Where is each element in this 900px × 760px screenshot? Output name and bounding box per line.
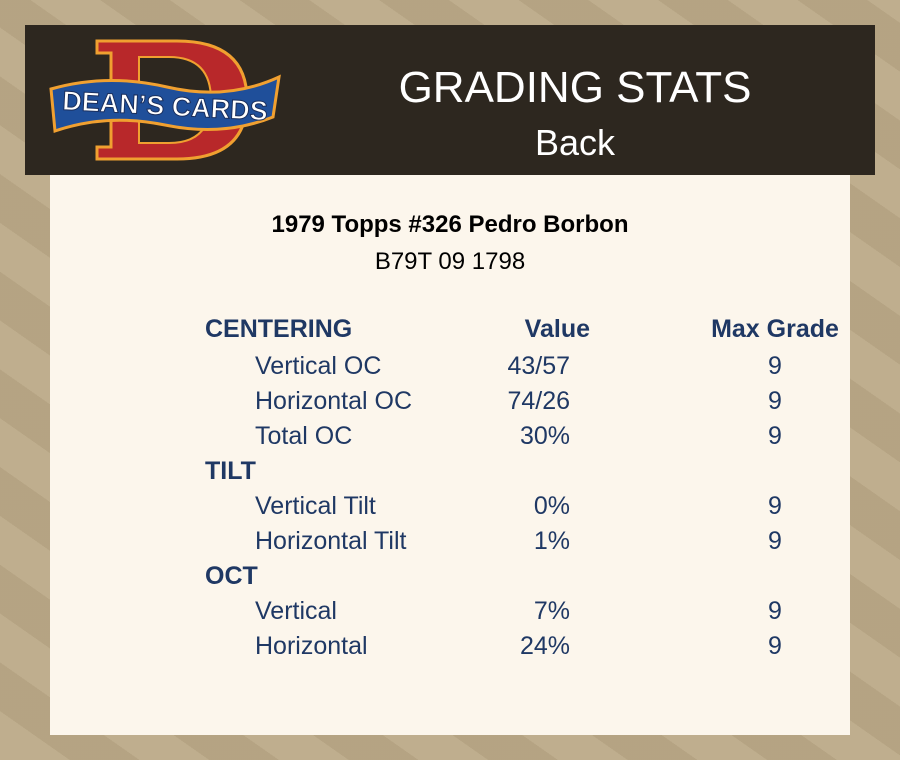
stat-value: 24%: [519, 632, 570, 660]
stat-max-grade: 9: [768, 597, 782, 625]
section-header-oct: OCT: [50, 562, 850, 597]
stat-label: Vertical Tilt: [255, 492, 376, 520]
stat-value: 1%: [533, 527, 570, 555]
stat-value: 43/57: [507, 352, 570, 380]
stats-panel: 1979 Topps #326 Pedro Borbon B79T 09 179…: [50, 175, 850, 735]
stat-label: Horizontal: [255, 632, 368, 660]
section-label: OCT: [205, 562, 258, 590]
stat-row: Total OC 30% 9: [50, 422, 850, 457]
stat-max-grade: 9: [768, 632, 782, 660]
page-subtitle: Back: [534, 122, 616, 163]
stat-value: 74/26: [507, 387, 570, 415]
stat-label: Total OC: [255, 422, 353, 450]
section-header-tilt: TILT: [50, 457, 850, 492]
stat-label: Horizontal OC: [255, 387, 412, 415]
stat-row: Vertical OC 43/57 9: [50, 352, 850, 387]
section-label: CENTERING: [205, 315, 353, 343]
stat-value: 7%: [533, 597, 570, 625]
stat-label: Vertical: [255, 597, 337, 625]
card-title: 1979 Topps #326 Pedro Borbon: [271, 211, 629, 238]
page-title: GRADING STATS: [398, 63, 752, 112]
section-header-centering: CENTERING Value Max Grade: [50, 315, 850, 350]
stat-max-grade: 9: [768, 492, 782, 520]
section-label: TILT: [205, 457, 256, 485]
column-header-max-grade: Max Grade: [711, 315, 839, 343]
stat-row: Vertical Tilt 0% 9: [50, 492, 850, 527]
stat-max-grade: 9: [768, 527, 782, 555]
stat-value: 0%: [533, 492, 570, 520]
stat-row: Vertical 7% 9: [50, 597, 850, 632]
deans-cards-logo: DEAN’S CARDS: [49, 39, 281, 161]
card-code: B79T 09 1798: [374, 248, 526, 275]
stat-max-grade: 9: [768, 422, 782, 450]
stat-row: Horizontal OC 74/26 9: [50, 387, 850, 422]
column-header-value: Value: [524, 315, 590, 343]
stat-label: Vertical OC: [255, 352, 382, 380]
stat-max-grade: 9: [768, 387, 782, 415]
stat-max-grade: 9: [768, 352, 782, 380]
stat-label: Horizontal Tilt: [255, 527, 407, 555]
stat-value: 30%: [519, 422, 570, 450]
header-banner: DEAN’S CARDS GRADING STATS Back: [25, 25, 875, 175]
stat-row: Horizontal Tilt 1% 9: [50, 527, 850, 562]
stat-row: Horizontal 24% 9: [50, 632, 850, 667]
